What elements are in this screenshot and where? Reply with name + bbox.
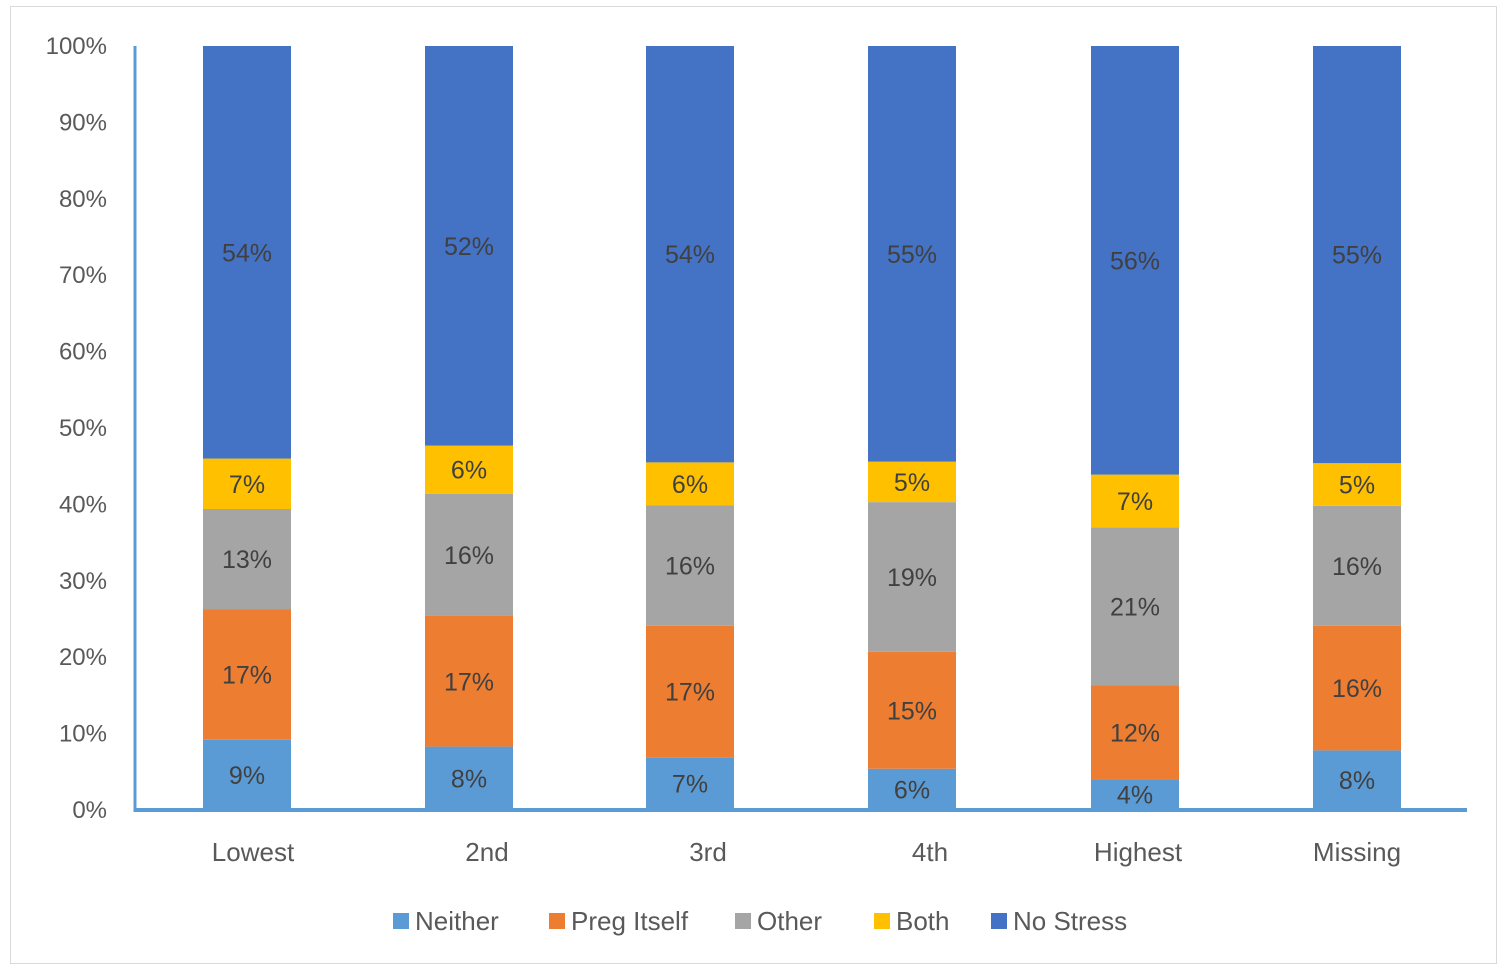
y-tick-label: 70% [59, 262, 107, 289]
y-tick-label: 80% [59, 186, 107, 213]
data-label: 16% [1332, 553, 1382, 581]
bar-segment [1313, 46, 1401, 464]
x-axis-category-labels: Lowest 2nd 3rd 4th Highest Missing [212, 837, 1401, 867]
legend-label: Other [757, 906, 822, 936]
axes [133, 46, 1467, 812]
legend-label: Preg Itself [571, 906, 689, 936]
legend-swatch [393, 913, 409, 929]
data-label: 6% [451, 457, 487, 485]
bar-segment [425, 445, 513, 494]
bar-segment [425, 746, 513, 810]
legend-item: Both [874, 906, 950, 936]
data-label: 9% [229, 762, 265, 790]
x-category-label: Lowest [212, 837, 295, 867]
y-tick-label: 100% [46, 33, 107, 60]
legend-swatch [874, 913, 890, 929]
bar-segment [203, 739, 291, 810]
y-tick-label: 20% [59, 644, 107, 671]
data-label: 17% [444, 668, 494, 696]
bar-segment [425, 493, 513, 616]
data-label: 55% [1332, 242, 1382, 270]
y-tick-label: 90% [59, 109, 107, 136]
bar-segment [1313, 625, 1401, 751]
bar-segment [1091, 779, 1179, 810]
data-label: 19% [887, 564, 937, 592]
x-category-label: Missing [1313, 837, 1401, 867]
bar-segment [868, 461, 956, 503]
x-category-label: 2nd [465, 837, 508, 867]
data-label: 7% [229, 471, 265, 499]
bar-segments: 9% 17% 13% 7% 54% 8% 17% 16% 6% 52% 7% 17% 16% 6% 54% 6… [203, 46, 1401, 810]
bar-segment [868, 502, 956, 652]
data-label: 15% [887, 697, 937, 725]
bar-segment [868, 768, 956, 810]
legend: Neither Preg Itself Other Both No Stress [393, 906, 1127, 936]
legend-item: Preg Itself [549, 906, 689, 936]
bar-segment [203, 508, 291, 610]
y-tick-label: 60% [59, 339, 107, 366]
y-tick-label: 40% [59, 491, 107, 518]
legend-item: No Stress [991, 906, 1127, 936]
bar-segment [1091, 685, 1179, 780]
data-label: 16% [444, 542, 494, 570]
bar-segment [646, 757, 734, 810]
data-label: 7% [672, 771, 708, 799]
bar-segment [1091, 46, 1179, 475]
chart-frame: 0% 10% 20% 30% 40% 50% 60% 70% 80% 90% 100% 9% 17% 1… [10, 6, 1497, 964]
bar-segment [868, 651, 956, 769]
data-label: 6% [894, 776, 930, 804]
data-label: 8% [451, 765, 487, 793]
legend-swatch [549, 913, 565, 929]
data-label: 6% [672, 471, 708, 499]
x-category-label: Highest [1094, 837, 1183, 867]
legend-item: Neither [393, 906, 499, 936]
data-label: 13% [222, 546, 272, 574]
legend-swatch [991, 913, 1007, 929]
data-label: 12% [1110, 719, 1160, 747]
data-label: 54% [222, 239, 272, 267]
legend-item: Other [735, 906, 822, 936]
data-label: 7% [1117, 488, 1153, 516]
legend-label: Neither [415, 906, 499, 936]
bar-segment [1313, 505, 1401, 626]
bar-segment [425, 615, 513, 747]
bar-segment [203, 46, 291, 459]
data-label: 16% [1332, 675, 1382, 703]
bar-segment [425, 46, 513, 446]
bar-segment [868, 46, 956, 462]
bar-segment [646, 46, 734, 463]
bar-segment [646, 505, 734, 626]
bar-segment [1313, 463, 1401, 506]
y-axis-tick-labels: 0% 10% 20% 30% 40% 50% 60% 70% 80% 90% 100% [46, 33, 107, 824]
x-category-label: 3rd [689, 837, 727, 867]
bar-segment [646, 462, 734, 506]
data-label: 54% [665, 241, 715, 269]
data-label: 5% [894, 469, 930, 497]
bar-segment [1091, 474, 1179, 528]
data-label: 52% [444, 233, 494, 261]
stacked-bar-chart: 0% 10% 20% 30% 40% 50% 60% 70% 80% 90% 100% 9% 17% 1… [46, 33, 1467, 936]
legend-label: Both [896, 906, 950, 936]
bar-segment [203, 609, 291, 740]
data-label: 17% [222, 661, 272, 689]
y-tick-label: 10% [59, 721, 107, 748]
bar-segment [203, 458, 291, 509]
data-label: 55% [887, 241, 937, 269]
y-tick-label: 50% [59, 415, 107, 442]
x-category-label: 4th [912, 837, 948, 867]
y-tick-label: 0% [72, 797, 107, 824]
legend-label: No Stress [1013, 906, 1127, 936]
data-label: 17% [665, 679, 715, 707]
data-label: 16% [665, 553, 715, 581]
data-label: 4% [1117, 782, 1153, 810]
legend-swatch [735, 913, 751, 929]
y-tick-label: 30% [59, 568, 107, 595]
data-label: 21% [1110, 593, 1160, 621]
data-label: 8% [1339, 767, 1375, 795]
data-label: 5% [1339, 472, 1375, 500]
bar-segment [1313, 750, 1401, 810]
bar-segment [1091, 527, 1179, 686]
data-label: 56% [1110, 247, 1160, 275]
bar-segment [646, 625, 734, 758]
